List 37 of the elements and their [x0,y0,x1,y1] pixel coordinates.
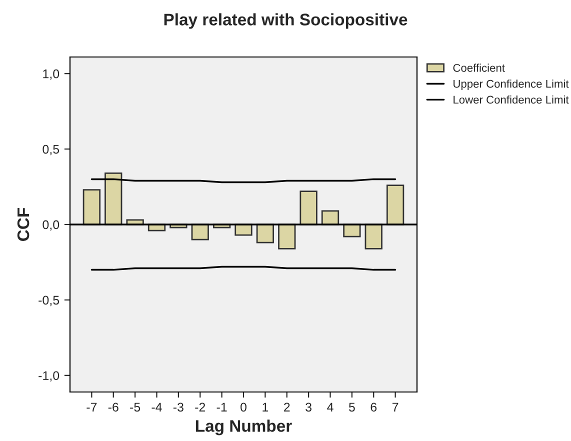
x-tick-label: -1 [216,402,227,412]
legend-label: Upper Confidence Limit [454,80,569,90]
x-tick-label: -3 [173,402,184,412]
x-tick-label: 5 [348,402,355,412]
y-axis-title: CCF [17,208,30,241]
x-tick-label: 2 [284,402,290,412]
bar [234,224,252,236]
y-tick-label: -0,5 [38,296,60,306]
y-tick-label: 0,0 [42,220,60,231]
x-axis-title: Lag Number [196,420,292,436]
legend-label: Lower Confidence Limit [454,95,569,104]
bar [82,189,101,226]
bar [321,210,340,226]
y-tick-label: 0,5 [42,144,60,156]
bar [343,224,361,238]
bar [278,224,296,250]
bar [104,172,122,226]
legend-label: Coefficient [453,64,505,72]
x-tick-label: 3 [306,402,312,412]
y-tick-label: 1,0 [43,69,60,80]
x-tick-label: 6 [370,402,377,412]
x-tick-label: -2 [195,402,206,412]
x-tick-label: 1 [262,402,268,412]
x-tick-label: -7 [86,402,97,412]
x-tick-label: 0 [240,402,246,412]
bar [300,190,318,226]
x-tick-label: 4 [327,402,334,412]
chart-title: Play related with Sociopositive [164,13,408,29]
x-tick-label: -4 [152,402,162,412]
bar [386,184,404,226]
bar [364,224,382,250]
x-tick-label: 7 [392,402,398,412]
bar [191,224,209,240]
x-tick-label: -5 [130,402,140,412]
y-tick-label: -1,0 [38,371,60,382]
x-tick-label: -6 [108,402,118,412]
bar [256,224,274,244]
